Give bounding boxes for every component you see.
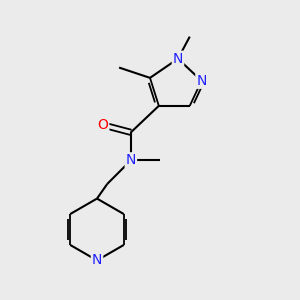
Text: N: N (173, 52, 183, 66)
Text: O: O (98, 118, 108, 132)
Text: N: N (196, 74, 207, 88)
Text: N: N (92, 254, 102, 267)
Text: N: N (126, 153, 136, 167)
